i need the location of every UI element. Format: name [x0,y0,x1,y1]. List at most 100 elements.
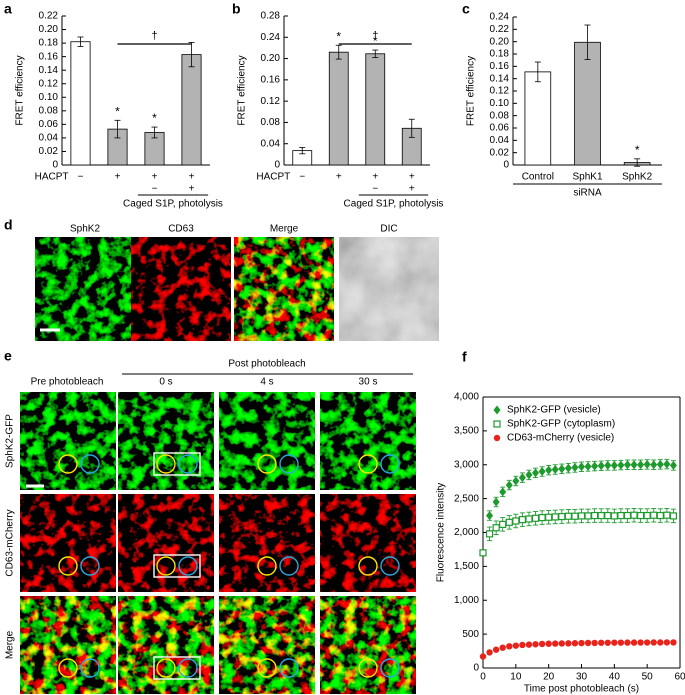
y-tick-label: 0.24 [261,32,281,43]
y-tick-label: 0.12 [261,96,281,107]
point [591,639,598,647]
micrograph-texture [20,494,116,592]
roi-circle [257,556,277,576]
point [538,467,546,477]
x-tick-label: + [372,172,378,183]
point [492,646,500,653]
micrograph-texture [234,237,334,341]
roi-circle [178,658,198,678]
roi-circle [358,556,378,576]
point [558,640,565,647]
x-tick-label: + [152,172,158,183]
point [564,512,572,520]
micrograph-texture [35,237,135,341]
point [630,460,638,470]
point [479,549,487,557]
point [611,639,618,646]
roi-circle [257,658,277,678]
point [650,511,658,519]
y-tick-label: 0.08 [261,117,281,128]
row-label: Merge [5,630,16,659]
group-label: Caged S1P, photolysis [123,199,223,210]
x-tick-label: − [78,172,84,183]
roi-circle [80,658,100,678]
roi-circle [156,454,176,474]
error-bar [77,36,84,47]
x-tick-label: SphK2 [622,172,652,183]
y-tick-label: 0.12 [39,78,59,89]
y-tick-label: 0.10 [39,92,59,103]
y-tick-label: 0.06 [490,123,510,134]
panel-letter: a [4,1,12,17]
y-tick-label: 0 [52,160,58,171]
legend-marker [493,420,501,428]
point [610,460,618,470]
roi-circle [279,556,299,576]
point [558,464,566,474]
point [499,487,507,497]
x-tick-label-row2: + [189,184,195,195]
point [637,460,645,470]
roi-circle [279,658,299,678]
point [564,463,572,473]
error-bar [114,119,121,139]
point [571,512,579,520]
roi-circle [58,658,78,678]
micrograph-texture [20,596,116,694]
x-tick-label-row2: − [152,184,158,195]
point [623,511,632,520]
error-bar [335,44,342,60]
y-tick-label: 0.10 [490,98,510,109]
point [525,470,533,480]
point [505,518,513,526]
point [624,639,631,646]
roi-circle [178,454,198,474]
y-tick-label: 1,500 [454,561,479,572]
y-tick-label: 0 [473,663,479,674]
point [656,459,664,469]
y-tick-label: 0.22 [490,24,510,35]
point [584,461,592,471]
point [492,497,500,507]
legend-label: SphK2-GFP (vesicle) [507,405,601,416]
y-tick-label: 0.20 [261,53,281,64]
x-tick-label: − [299,172,305,183]
y-tick-label: 0.04 [39,133,59,144]
roi-circle [156,556,176,576]
point [532,468,540,478]
y-tick-label: 2,500 [454,493,479,504]
point [486,649,493,656]
point [617,460,625,470]
x-tick-label: Control [522,172,554,183]
roi-circle [257,454,277,474]
point [610,512,618,520]
y-tick-label: 0.04 [490,135,510,146]
point [604,511,612,520]
point [637,639,644,646]
panel-letter: c [462,1,470,17]
bar [574,41,601,166]
point [538,640,546,648]
y-tick-label: 4,000 [454,392,479,403]
x-tick-label: 40 [609,672,621,683]
y-tick-label: 0.02 [39,146,59,157]
y-tick-label: 0.08 [39,105,59,116]
error-bar [299,147,306,155]
point [663,511,671,519]
significance: * [152,111,157,125]
y-tick-label: 0.14 [39,65,59,76]
y-tick-label: 2,000 [454,527,479,538]
y-axis-label: FRET efficiency [15,55,26,125]
significance: * [373,34,378,48]
point [512,517,520,525]
error-bar [188,42,195,68]
x-tick-label-row2: + [409,184,415,195]
y-tick-label: 0.22 [39,11,59,22]
point [558,512,566,521]
micrograph-texture [219,494,315,592]
significance: * [115,104,120,118]
y-tick-label: 3,000 [454,459,479,470]
bar [524,71,552,166]
bleach-box [153,452,201,476]
error-bar [372,49,379,58]
